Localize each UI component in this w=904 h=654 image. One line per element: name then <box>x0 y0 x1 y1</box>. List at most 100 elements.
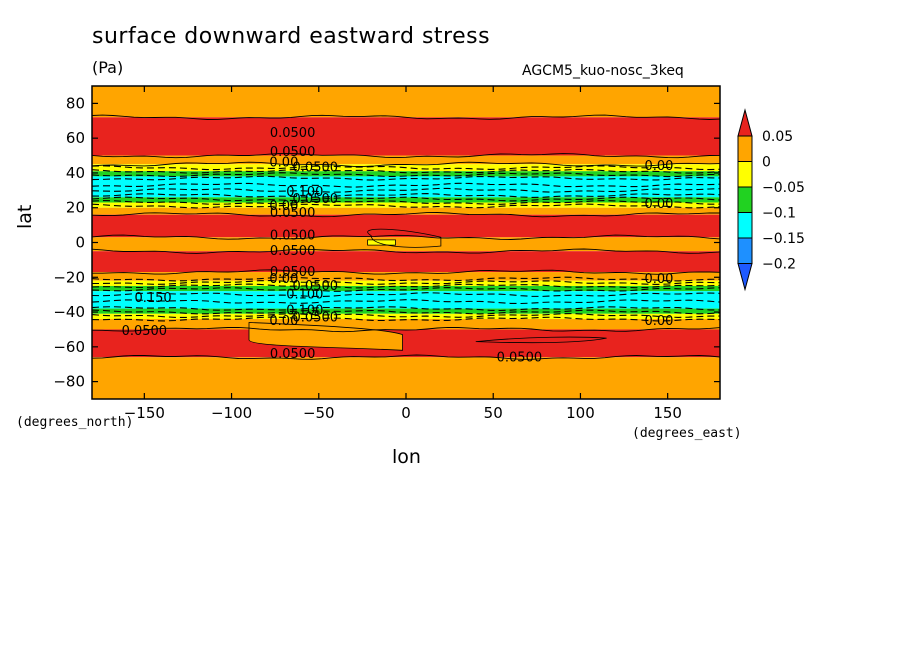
contour-line <box>92 161 720 167</box>
x-tick-label: −150 <box>124 404 165 422</box>
contour-label: 0.0500 <box>270 265 316 280</box>
colorbar: 0.05 0 −0.05 −0.1 −0.15 −0.2 <box>737 108 805 292</box>
band <box>92 357 720 399</box>
contour-label: 0.0500 <box>270 244 316 259</box>
contour-line-negative <box>92 276 720 282</box>
colorbar-swatch <box>737 161 753 188</box>
contour-label: 0.100 <box>286 185 323 200</box>
contour-line <box>92 354 720 360</box>
contour-label: 0.00 <box>644 159 673 174</box>
contour-line-negative <box>92 283 720 289</box>
contour-label: 0.00 <box>269 272 298 287</box>
chart-title: surface downward eastward stress <box>92 24 491 49</box>
contour-label: 0.00 <box>269 156 298 171</box>
contour-label: 0.0500 <box>293 310 339 325</box>
band <box>92 285 720 292</box>
contour-label: 0.100 <box>286 288 323 303</box>
contour-label: 0.0500 <box>270 347 316 362</box>
contour-line-negative <box>92 203 720 209</box>
band <box>92 272 720 281</box>
contour-line-negative <box>92 168 720 174</box>
colorbar-label: −0.1 <box>762 206 796 222</box>
contour-label: 0.0500 <box>270 145 316 160</box>
contour-label: 0.0500 <box>270 229 316 244</box>
colorbar-arrow-bottom <box>737 263 753 292</box>
colorbar-label: −0.05 <box>762 180 805 196</box>
y-tick-label: −60 <box>53 338 85 356</box>
contour-line <box>92 269 720 275</box>
contour-line-negative <box>92 306 720 312</box>
colorbar-label: 0.05 <box>762 129 793 145</box>
contour-line <box>92 248 720 254</box>
contour-label: 0.150 <box>134 291 171 306</box>
colorbar-label: −0.2 <box>762 257 796 273</box>
colorbar-label: −0.15 <box>762 231 805 247</box>
contour-line-negative <box>92 292 720 298</box>
x-tick-label: 100 <box>566 404 595 422</box>
contour-region <box>367 239 396 246</box>
colorbar-label: 0 <box>762 155 771 171</box>
contour-label: 0.0500 <box>270 206 316 221</box>
y-tick-label: −80 <box>53 373 85 391</box>
band <box>92 237 720 252</box>
contour-label: 0.00 <box>269 199 298 214</box>
colorbar-swatch <box>737 186 753 213</box>
band <box>92 308 720 314</box>
band <box>92 329 720 358</box>
colorbar-swatch <box>737 237 753 264</box>
band <box>92 251 720 273</box>
contour-label: 0.0500 <box>293 279 339 294</box>
contour-line-negative <box>92 187 720 193</box>
y-unit-label: (degrees_north) <box>16 415 134 430</box>
x-unit-label: (degrees_east) <box>632 426 742 441</box>
band <box>92 171 720 177</box>
band <box>92 202 720 208</box>
contour-line <box>92 152 720 159</box>
units-label: (Pa) <box>92 58 124 77</box>
colorbar-swatch <box>737 212 753 239</box>
colorbar-swatch <box>737 135 753 162</box>
band <box>92 319 720 330</box>
contour-label: 0.0500 <box>122 324 168 339</box>
contour-label: 0.0500 <box>293 192 339 207</box>
contour-label: 0.00 <box>269 314 298 329</box>
contour-label: 0.0500 <box>497 350 543 365</box>
y-tick-label: 0 <box>75 234 85 252</box>
y-tick-label: 20 <box>66 199 85 217</box>
contour-region <box>367 228 442 248</box>
x-tick-label: −100 <box>211 404 252 422</box>
contour-label: 0.0500 <box>270 126 316 141</box>
y-tick-label: 60 <box>66 129 85 147</box>
band <box>92 155 720 165</box>
contour-line <box>92 326 720 333</box>
contour-line-negative <box>92 313 720 318</box>
contour-line-negative <box>92 196 720 202</box>
band <box>92 214 720 238</box>
contour-label: 0.0500 <box>293 161 339 176</box>
contour-line-negative <box>92 193 720 198</box>
contour-label: 0.00 <box>644 314 673 329</box>
band <box>92 197 720 203</box>
contour-line-negative <box>92 316 720 322</box>
contour-line-negative <box>92 287 720 292</box>
contour-line-negative <box>92 172 720 178</box>
x-tick-label: 150 <box>653 404 682 422</box>
y-tick-label: 80 <box>66 94 85 112</box>
x-tick-label: 50 <box>484 404 503 422</box>
contour-line-negative <box>92 175 720 181</box>
contour-region <box>475 336 607 344</box>
x-axis-title: lon <box>392 446 421 468</box>
contour-line <box>92 212 720 218</box>
contour-label: 0.00 <box>644 197 673 212</box>
y-tick-label: 40 <box>66 164 85 182</box>
contour-label: 0.00 <box>644 272 673 287</box>
contour-line <box>92 114 720 120</box>
x-tick-label: 0 <box>401 404 411 422</box>
contour-line-negative <box>92 299 720 305</box>
contour-line-negative <box>92 309 720 315</box>
band <box>92 207 720 215</box>
run-name-label: AGCM5_kuo-nosc_3keq <box>522 63 684 79</box>
contour-label: 0.100 <box>286 303 323 318</box>
y-tick-label: −20 <box>53 268 85 286</box>
